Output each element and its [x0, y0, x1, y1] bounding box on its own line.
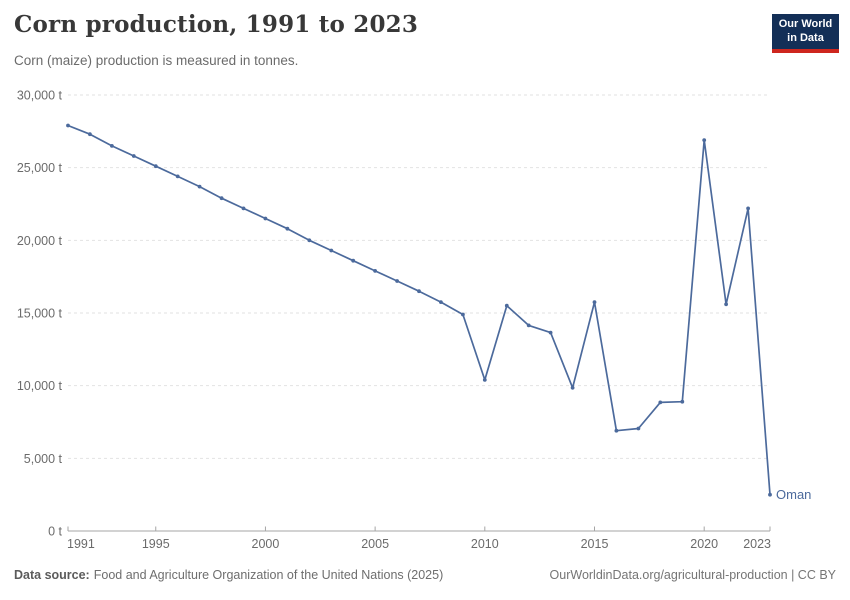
x-tick-label: 1991: [67, 537, 95, 551]
x-tick-label: 2010: [471, 537, 499, 551]
y-tick-label: 20,000 t: [17, 234, 63, 248]
data-point: [592, 300, 597, 304]
footer-link[interactable]: OurWorldinData.org/agricultural-producti…: [549, 568, 836, 582]
y-tick-label: 15,000 t: [17, 307, 63, 321]
data-point: [219, 196, 224, 201]
data-point: [395, 279, 399, 283]
data-point: [351, 258, 356, 263]
data-point: [241, 206, 246, 211]
data-point: [197, 184, 202, 189]
x-tick-label: 2015: [581, 537, 609, 551]
x-tick-label: 2005: [361, 537, 389, 551]
entity-label: Oman: [776, 487, 811, 502]
data-point: [548, 330, 553, 335]
data-point: [746, 206, 750, 211]
data-point: [570, 385, 575, 390]
data-source-label: Data source:: [14, 568, 90, 582]
data-point: [461, 312, 465, 317]
x-tick-label: 2000: [252, 537, 280, 551]
page-title: Corn production, 1991 to 2023: [14, 11, 419, 38]
data-point: [285, 226, 290, 231]
data-source-text: Food and Agriculture Organization of the…: [93, 568, 444, 582]
x-tick-label: 1995: [142, 537, 170, 551]
owid-logo-line2: in Data: [787, 31, 824, 44]
data-point: [724, 302, 728, 307]
data-point: [702, 138, 707, 142]
y-tick-label: 30,000 t: [17, 89, 63, 103]
owid-logo-line1: Our World: [778, 18, 833, 30]
y-tick-label: 25,000 t: [17, 161, 63, 175]
y-tick-label: 5,000 t: [24, 452, 63, 466]
data-point: [110, 144, 114, 148]
data-point: [66, 123, 70, 128]
data-point: [768, 492, 772, 497]
data-point: [417, 289, 421, 294]
y-tick-label: 10,000 t: [17, 379, 63, 393]
owid-logo[interactable]: Our World in Data: [772, 14, 839, 53]
data-point: [526, 323, 531, 328]
data-point: [658, 400, 663, 405]
data-point: [636, 426, 641, 431]
data-point: [614, 428, 619, 433]
data-point: [680, 399, 685, 404]
data-point: [439, 300, 443, 304]
data-point: [504, 303, 509, 308]
data-line: [67, 124, 771, 496]
chart-subtitle: Corn (maize) production is measured in t…: [14, 53, 299, 68]
data-point: [175, 174, 180, 179]
data-point: [482, 378, 487, 382]
chart-footer: Data source: Food and Agriculture Organiz…: [14, 568, 836, 582]
data-point: [307, 238, 312, 243]
data-point: [88, 132, 92, 137]
data-point: [153, 164, 158, 169]
data-point: [373, 269, 377, 273]
data-source-note[interactable]: Data source: Food and Agriculture Organiz…: [14, 568, 443, 582]
data-point: [131, 154, 136, 158]
line-chart: 0 t 5,000 t 10,000 t 15,000 t 20,000 t 25,000…: [17, 89, 812, 552]
y-tick-label: 0 t: [48, 525, 62, 539]
data-point: [329, 248, 334, 253]
x-tick-label: 2023: [743, 537, 771, 551]
x-tick-label: 2020: [690, 537, 718, 551]
data-point: [263, 216, 268, 221]
